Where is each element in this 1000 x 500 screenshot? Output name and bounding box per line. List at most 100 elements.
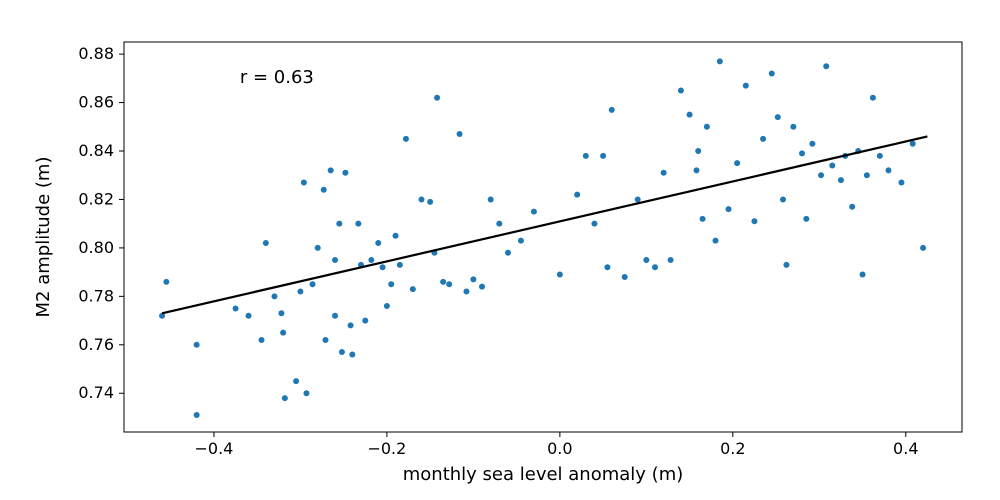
- data-point: [348, 322, 354, 328]
- data-point: [726, 206, 732, 212]
- data-point: [280, 330, 286, 336]
- data-point: [885, 167, 891, 173]
- data-point: [349, 351, 355, 357]
- data-point: [518, 238, 524, 244]
- data-point: [427, 199, 433, 205]
- data-point: [388, 281, 394, 287]
- data-point: [600, 153, 606, 159]
- data-point: [397, 262, 403, 268]
- data-point: [823, 63, 829, 69]
- data-point: [375, 240, 381, 246]
- data-point: [496, 221, 502, 227]
- y-tick-label: 0.80: [78, 238, 114, 257]
- data-point: [609, 107, 615, 113]
- data-point: [434, 95, 440, 101]
- data-point: [799, 150, 805, 156]
- data-point: [829, 163, 835, 169]
- data-point: [643, 257, 649, 263]
- data-point: [418, 196, 424, 202]
- data-point: [323, 337, 329, 343]
- data-point: [321, 187, 327, 193]
- data-point: [803, 216, 809, 222]
- data-point: [263, 240, 269, 246]
- data-point: [920, 245, 926, 251]
- data-point: [332, 257, 338, 263]
- data-point: [297, 289, 303, 295]
- x-tick-label: 0.4: [893, 439, 918, 458]
- y-tick-label: 0.84: [78, 141, 114, 160]
- data-point: [271, 293, 277, 299]
- data-point: [233, 305, 239, 311]
- data-point: [877, 153, 883, 159]
- data-point: [769, 70, 775, 76]
- data-point: [194, 342, 200, 348]
- data-point: [479, 284, 485, 290]
- y-axis-label: M2 amplitude (m): [33, 157, 54, 318]
- data-point: [355, 221, 361, 227]
- data-point: [246, 313, 252, 319]
- data-point: [775, 114, 781, 120]
- y-tick-label: 0.78: [78, 286, 114, 305]
- data-point: [818, 172, 824, 178]
- data-point: [678, 87, 684, 93]
- data-point: [194, 412, 200, 418]
- data-point: [470, 276, 476, 282]
- data-point: [336, 221, 342, 227]
- data-point: [362, 318, 368, 324]
- data-point: [440, 279, 446, 285]
- y-tick-label: 0.88: [78, 44, 114, 63]
- data-point: [457, 131, 463, 137]
- y-tick-label: 0.76: [78, 335, 114, 354]
- data-point: [661, 170, 667, 176]
- data-point: [310, 281, 316, 287]
- data-point: [622, 274, 628, 280]
- data-point: [282, 395, 288, 401]
- data-point: [301, 179, 307, 185]
- data-point: [910, 141, 916, 147]
- y-tick-label: 0.82: [78, 189, 114, 208]
- data-point: [604, 264, 610, 270]
- data-point: [384, 303, 390, 309]
- data-point: [695, 148, 701, 154]
- y-tick-label: 0.74: [78, 383, 114, 402]
- plot-border: [124, 42, 962, 432]
- data-point: [694, 167, 700, 173]
- data-point: [463, 289, 469, 295]
- data-point: [303, 390, 309, 396]
- data-point: [328, 167, 334, 173]
- data-point: [557, 272, 563, 278]
- data-point: [713, 238, 719, 244]
- data-point: [704, 124, 710, 130]
- chart-container: −0.4−0.20.00.20.40.740.760.780.800.820.8…: [0, 0, 1000, 500]
- x-tick-label: 0.2: [720, 439, 745, 458]
- data-point: [339, 349, 345, 355]
- data-point: [332, 313, 338, 319]
- data-point: [743, 83, 749, 89]
- x-tick-label: −0.4: [195, 439, 234, 458]
- data-point: [809, 141, 815, 147]
- data-point: [687, 112, 693, 118]
- data-point: [259, 337, 265, 343]
- data-point: [380, 264, 386, 270]
- data-point: [870, 95, 876, 101]
- data-point: [860, 272, 866, 278]
- data-point: [668, 257, 674, 263]
- x-tick-label: −0.2: [367, 439, 406, 458]
- data-point: [278, 310, 284, 316]
- data-point: [783, 262, 789, 268]
- data-point: [838, 177, 844, 183]
- data-point: [410, 286, 416, 292]
- data-point: [635, 196, 641, 202]
- data-point: [591, 221, 597, 227]
- data-point: [734, 160, 740, 166]
- data-point: [700, 216, 706, 222]
- data-point: [393, 233, 399, 239]
- data-point: [505, 250, 511, 256]
- data-point: [315, 245, 321, 251]
- data-point: [717, 58, 723, 64]
- data-point: [368, 257, 374, 263]
- data-point: [583, 153, 589, 159]
- y-tick-label: 0.86: [78, 93, 114, 112]
- data-point: [652, 264, 658, 270]
- scatter-chart: −0.4−0.20.00.20.40.740.760.780.800.820.8…: [0, 0, 1000, 500]
